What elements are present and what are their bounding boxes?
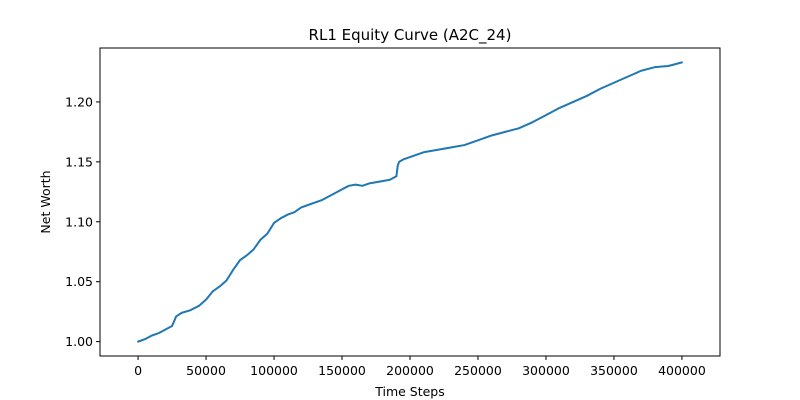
y-tick-label: 1.05 [65,274,93,289]
x-axis: 0 50000 100000 150000 200000 250000 300000 3500… [134,356,706,378]
x-tick-label: 200000 [386,363,434,378]
y-tick-label: 1.15 [65,154,93,169]
x-tick-label: 400000 [658,363,706,378]
y-tick-label: 1.20 [65,94,93,109]
x-tick-label: 250000 [454,363,502,378]
net-worth-line [137,61,683,343]
x-tick-label: 350000 [590,363,638,378]
x-tick-label: 0 [134,363,142,378]
x-tick-label: 50000 [186,363,226,378]
y-axis-title: Net Worth [38,170,53,233]
plot-area [99,47,721,357]
chart-title: RL1 Equity Curve (A2C_24) [309,26,512,45]
y-tick-label: 1.10 [65,214,93,229]
x-tick-label: 100000 [250,363,298,378]
x-axis-title: Time Steps [374,384,445,399]
y-tick-label: 1.00 [65,334,93,349]
x-tick-label: 150000 [318,363,366,378]
y-axis: 1.00 1.05 1.10 1.15 1.20 [65,94,100,349]
x-tick-label: 300000 [522,363,570,378]
